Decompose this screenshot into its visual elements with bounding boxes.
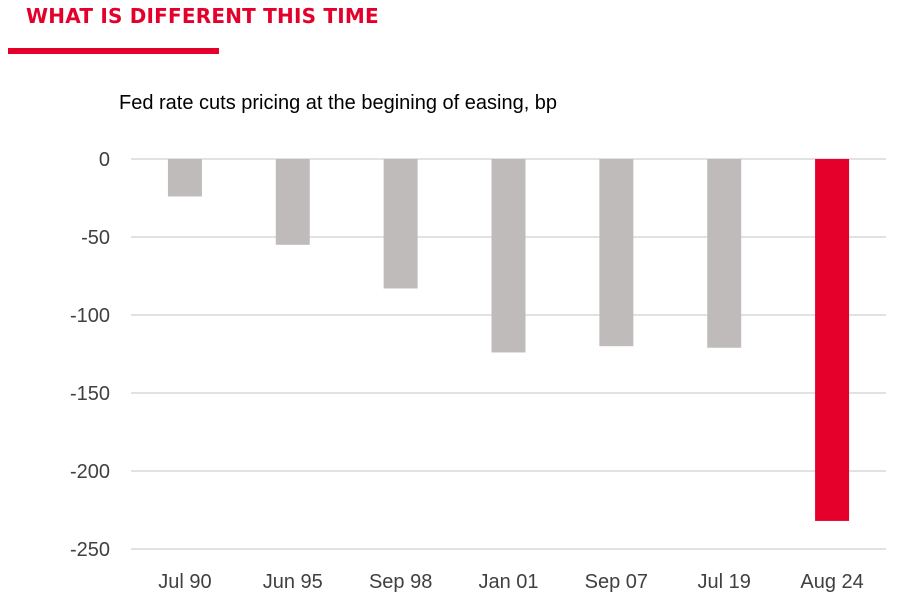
x-tick-label: Sep 07 (585, 571, 648, 593)
x-tick-label: Jul 90 (158, 571, 211, 593)
bar-aug-24 (815, 159, 850, 521)
section-title-underline (8, 48, 219, 54)
y-tick-label: 0 (99, 149, 110, 171)
bar-jul-90 (167, 159, 202, 197)
y-tick-label: -50 (81, 227, 110, 249)
y-tick-label: -150 (70, 383, 110, 405)
y-axis-ticks: 0 -50 -100 -150 -200 -250 (70, 149, 110, 561)
y-tick-label: -200 (70, 461, 110, 483)
bar-sep-07 (599, 159, 634, 347)
bar-jun-95 (275, 159, 310, 245)
bars (167, 159, 850, 521)
x-tick-label: Jan 01 (478, 571, 538, 593)
x-axis-ticks: Jul 90 Jun 95 Sep 98 Jan 01 Sep 07 Jul 19 Aug … (158, 571, 864, 593)
bar-jul-19 (707, 159, 742, 348)
x-tick-label: Jul 19 (698, 571, 751, 593)
x-tick-label: Jun 95 (263, 571, 323, 593)
y-tick-label: -250 (70, 539, 110, 561)
x-tick-label: Sep 98 (369, 571, 432, 593)
x-tick-label: Aug 24 (800, 571, 863, 593)
chart-title: Fed rate cuts pricing at the begining of… (119, 92, 558, 114)
bar-jan-01 (491, 159, 526, 353)
bar-sep-98 (383, 159, 418, 289)
y-tick-label: -100 (70, 305, 110, 327)
section-title: WHAT IS DIFFERENT THIS TIME (26, 4, 379, 28)
